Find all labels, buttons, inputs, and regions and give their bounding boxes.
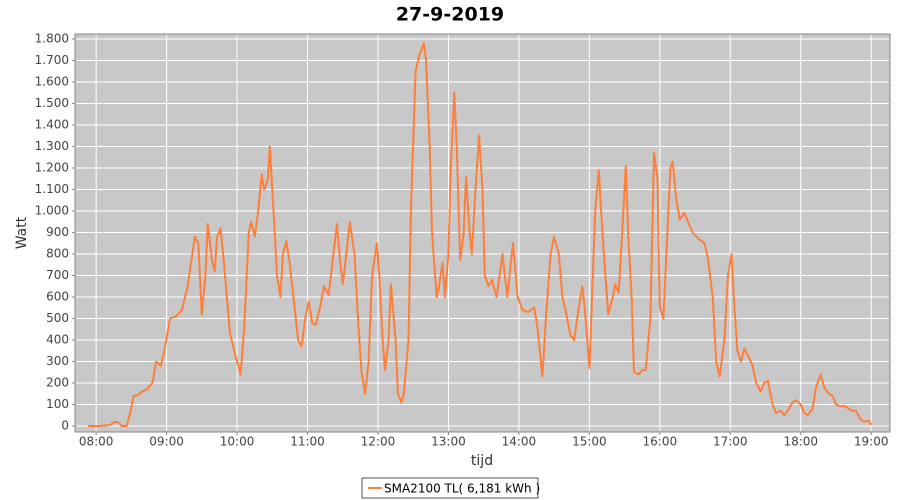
x-tick-label: 08:00: [79, 435, 114, 449]
plot-area: [74, 33, 891, 433]
x-tick-label: 10:00: [220, 435, 255, 449]
y-tick-label: 200: [46, 375, 69, 389]
x-tick-label: 11:00: [290, 435, 325, 449]
chart-title: 27-9-2019: [396, 4, 504, 26]
y-tick-label: 1.800: [35, 31, 69, 45]
x-tick-label: 16:00: [643, 435, 678, 449]
y-tick-label: 1.700: [35, 53, 69, 67]
y-tick-label: 1.300: [35, 139, 69, 153]
y-tick-label: 0: [61, 418, 69, 432]
y-tick-label: 600: [46, 289, 69, 303]
y-tick-label: 1.000: [35, 203, 69, 217]
x-tick-label: 09:00: [149, 435, 184, 449]
y-tick-label: 700: [46, 268, 69, 282]
y-tick-label: 400: [46, 332, 69, 346]
x-tick-label: 19:00: [854, 435, 889, 449]
y-tick-label: 1.100: [35, 182, 69, 196]
y-tick-label: 1.400: [35, 117, 69, 131]
legend-label: SMA2100 TL( 6,181 kWh ): [384, 482, 540, 496]
x-tick-label: 14:00: [502, 435, 537, 449]
y-tick-label: 1.500: [35, 96, 69, 110]
x-tick-label: 13:00: [431, 435, 466, 449]
legend: [361, 477, 539, 499]
y-tick-label: 900: [46, 225, 69, 239]
y-tick-label: 1.200: [35, 160, 69, 174]
y-tick-label: 1.600: [35, 74, 69, 88]
x-tick-label: 18:00: [783, 435, 818, 449]
series-line: [87, 42, 873, 427]
x-tick-label: 17:00: [713, 435, 748, 449]
y-tick-label: 300: [46, 354, 69, 368]
y-axis-label: Watt: [14, 216, 30, 249]
x-axis-label: tijd: [471, 453, 493, 469]
y-tick-label: 800: [46, 246, 69, 260]
x-tick-label: 15:00: [572, 435, 607, 449]
x-tick-label: 12:00: [361, 435, 396, 449]
y-tick-label: 100: [46, 397, 69, 411]
y-tick-label: 500: [46, 311, 69, 325]
